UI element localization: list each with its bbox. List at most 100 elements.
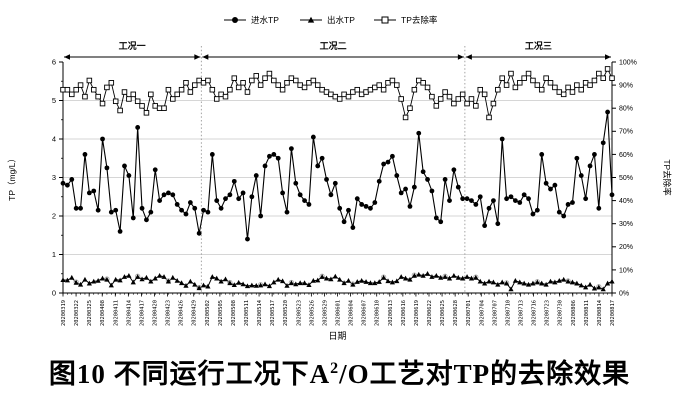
removal-marker — [341, 91, 347, 98]
removal-marker — [319, 86, 325, 93]
removal-marker — [196, 77, 202, 84]
influent-marker — [600, 140, 606, 146]
effluent-marker — [77, 281, 84, 287]
influent-marker — [552, 182, 558, 188]
influent-marker — [174, 202, 180, 207]
effluent-marker — [91, 278, 97, 284]
effluent-marker — [591, 285, 598, 291]
legend-label: 出水TP — [327, 15, 355, 25]
influent-marker — [86, 190, 92, 196]
removal-marker — [253, 73, 259, 79]
effluent-marker — [530, 280, 536, 286]
effluent-marker — [482, 280, 488, 286]
removal-marker — [156, 105, 163, 111]
effluent-marker — [341, 280, 347, 286]
removal-marker — [328, 91, 334, 98]
influent-marker — [293, 180, 299, 186]
influent-marker — [187, 200, 193, 205]
removal-marker — [174, 91, 180, 98]
x-tick-label: 20200601 — [336, 300, 342, 326]
influent-marker — [82, 152, 88, 157]
effluent-marker — [605, 280, 611, 286]
removal-marker — [578, 86, 585, 93]
influent-marker — [284, 209, 290, 215]
removal-marker — [490, 100, 497, 107]
x-tick-label: 20200710 — [505, 300, 511, 326]
influent-marker — [183, 211, 189, 217]
influent-marker — [148, 209, 154, 215]
influent-marker — [275, 155, 281, 161]
y-right-tick-label: 60% — [619, 152, 633, 159]
removal-marker — [372, 84, 378, 91]
influent-marker — [504, 196, 509, 202]
effluent-marker — [301, 280, 308, 286]
influent-marker — [209, 152, 215, 157]
removal-marker — [178, 86, 185, 93]
removal-marker — [398, 96, 404, 102]
removal-marker — [213, 96, 220, 102]
arrowhead-left — [465, 54, 472, 60]
effluent-marker — [161, 274, 167, 279]
effluent-marker — [547, 278, 554, 284]
removal-marker — [275, 82, 281, 88]
effluent-marker — [69, 274, 75, 280]
influent-marker — [135, 125, 141, 130]
arrowhead-left — [202, 54, 209, 60]
legend-marker-circle — [232, 17, 238, 23]
removal-marker — [82, 93, 88, 100]
effluent-marker — [60, 277, 66, 283]
influent-marker — [288, 146, 294, 152]
influent-marker — [249, 194, 255, 200]
effluent-marker — [451, 272, 457, 278]
removal-marker — [442, 89, 448, 95]
x-tick-label: 20200505 — [218, 300, 224, 326]
effluent-marker — [130, 279, 136, 285]
removal-marker — [424, 84, 431, 91]
effluent-marker — [266, 283, 273, 289]
influent-marker — [517, 200, 523, 205]
effluent-marker — [552, 279, 558, 285]
effluent-marker — [86, 280, 92, 286]
effluent-marker — [135, 274, 141, 279]
effluent-marker — [587, 281, 593, 287]
effluent-marker — [121, 274, 128, 279]
x-tick-label: 20200508 — [231, 300, 237, 326]
removal-marker — [345, 93, 352, 100]
influent-marker — [526, 196, 531, 202]
x-tick-label: 20200429 — [192, 300, 198, 326]
effluent-marker — [398, 274, 404, 279]
influent-marker — [245, 236, 250, 242]
effluent-marker — [363, 279, 369, 284]
influent-marker — [398, 190, 404, 196]
effluent-marker — [381, 274, 387, 280]
influent-marker — [354, 196, 360, 202]
effluent-marker — [148, 278, 154, 284]
x-tick-label: 20200520 — [283, 300, 289, 326]
effluent-marker — [517, 279, 523, 285]
influent-marker — [433, 215, 439, 221]
effluent-marker — [569, 279, 576, 285]
removal-marker — [301, 84, 308, 91]
influent-marker — [196, 230, 202, 236]
effluent-marker — [438, 274, 444, 280]
effluent-marker — [539, 280, 545, 286]
influent-marker — [73, 205, 79, 211]
effluent-marker — [490, 279, 497, 285]
removal-marker — [416, 77, 422, 84]
influent-marker — [605, 109, 611, 115]
removal-marker — [112, 98, 119, 105]
effluent-marker — [262, 281, 268, 287]
effluent-marker — [359, 277, 365, 283]
effluent-marker — [512, 277, 518, 283]
influent-marker — [117, 229, 123, 234]
x-tick-label: 20200619 — [414, 300, 420, 326]
influent-marker — [122, 163, 127, 169]
x-tick-label: 20200817 — [610, 300, 616, 326]
influent-marker — [534, 207, 540, 213]
x-tick-label: 20200325 — [87, 300, 93, 326]
influent-marker — [350, 225, 356, 230]
effluent-marker — [385, 278, 391, 284]
x-tick-label: 20200420 — [153, 300, 159, 326]
removal-marker — [477, 86, 483, 93]
effluent-marker — [240, 281, 246, 287]
